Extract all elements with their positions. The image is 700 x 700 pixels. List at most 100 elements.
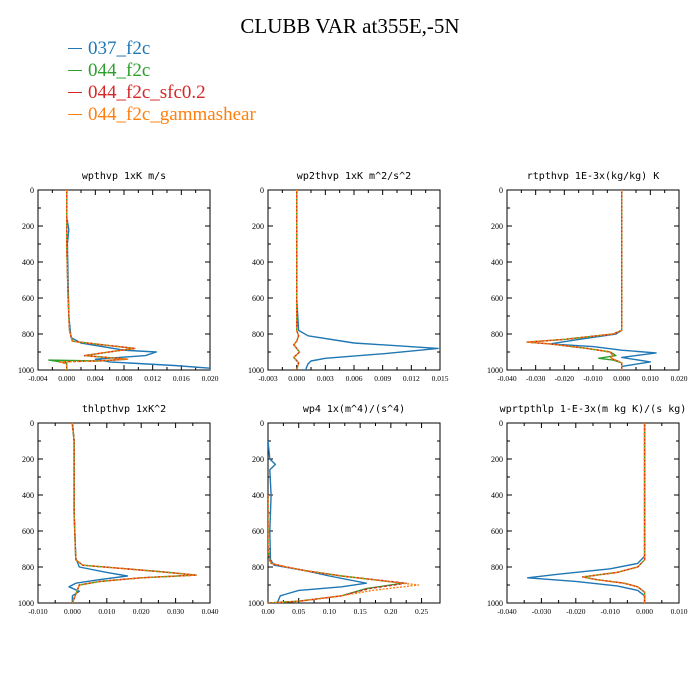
y-tick-label: 0 — [499, 419, 503, 428]
y-tick-label: 1000 — [248, 599, 264, 608]
y-tick-label: 800 — [22, 563, 34, 572]
x-tick-label: -0.020 — [566, 607, 586, 616]
x-tick-label: 0.010 — [671, 607, 688, 616]
series-line-044-f2c-gammashear — [526, 190, 623, 370]
series-line-037-f2c — [549, 190, 657, 370]
x-tick-label: 0.000 — [288, 374, 305, 383]
y-tick-label: 800 — [22, 330, 34, 339]
subplot: wp2thvp 1xK m^2/s^2 0 200 400 600 800 1000-0.0… — [248, 171, 449, 383]
x-tick-label: 0.020 — [202, 374, 219, 383]
x-tick-label: 0.010 — [98, 607, 115, 616]
x-tick-label: 0.20 — [384, 607, 397, 616]
series-line-044-f2c-sfc0-2 — [293, 190, 301, 370]
y-tick-label: 600 — [22, 527, 34, 536]
legend-label: 044_f2c_sfc0.2 — [88, 82, 206, 103]
y-tick-label: 0 — [260, 419, 264, 428]
y-tick-label: 1000 — [487, 366, 503, 375]
y-tick-label: 400 — [252, 491, 264, 500]
x-tick-label: -0.010 — [601, 607, 621, 616]
series-line-044-f2c-sfc0-2 — [526, 190, 623, 370]
x-tick-label: 0.000 — [613, 374, 630, 383]
legend: 037_f2c 044_f2c 044_f2c_sfc0.2 044_f2c_g… — [68, 38, 256, 126]
x-tick-label: -0.040 — [497, 374, 517, 383]
y-tick-label: 800 — [252, 563, 264, 572]
series-line-044-f2c-sfc0-2 — [58, 190, 136, 370]
series-line-037-f2c — [68, 423, 129, 603]
x-tick-label: 0.004 — [87, 374, 104, 383]
x-tick-label: 0.020 — [133, 607, 150, 616]
y-tick-label: 1000 — [18, 599, 34, 608]
x-tick-label: 0.015 — [432, 374, 449, 383]
legend-swatch — [68, 48, 82, 50]
x-tick-label: 0.003 — [317, 374, 334, 383]
x-tick-label: 0.006 — [346, 374, 363, 383]
series-line-037-f2c — [296, 190, 439, 370]
x-tick-label: 0.012 — [144, 374, 161, 383]
x-tick-label: -0.030 — [526, 374, 546, 383]
series-line-037-f2c — [66, 190, 210, 370]
series-line-044-f2c-gammashear — [293, 190, 301, 370]
y-tick-label: 200 — [491, 222, 503, 231]
y-tick-label: 200 — [491, 455, 503, 464]
y-tick-label: 600 — [252, 527, 264, 536]
subplot-title: wp2thvp 1xK m^2/s^2 — [297, 171, 411, 182]
y-tick-label: 800 — [252, 330, 264, 339]
x-tick-label: -0.040 — [497, 607, 517, 616]
subplot-title: thlpthvp 1xK^2 — [82, 404, 166, 415]
legend-label: 044_f2c_gammashear — [88, 104, 256, 125]
legend-swatch — [68, 92, 82, 94]
x-tick-label: 0.000 — [636, 607, 653, 616]
x-tick-label: -0.004 — [28, 374, 48, 383]
y-tick-label: 1000 — [248, 366, 264, 375]
subplot: thlpthvp 1xK^2 0 200 400 600 800 1000-0.010 0.0… — [18, 404, 219, 616]
x-tick-label: -0.010 — [583, 374, 603, 383]
y-tick-label: 0 — [260, 186, 264, 195]
x-tick-label: 0.15 — [354, 607, 367, 616]
x-tick-label: 0.040 — [202, 607, 219, 616]
legend-item: 044_f2c — [68, 60, 256, 82]
x-tick-label: -0.020 — [555, 374, 575, 383]
x-tick-label: -0.003 — [258, 374, 278, 383]
series-line-044-f2c-gammashear — [71, 423, 197, 603]
y-tick-label: 200 — [22, 222, 34, 231]
x-tick-label: 0.020 — [671, 374, 688, 383]
x-tick-label: -0.030 — [532, 607, 552, 616]
y-tick-label: 1000 — [487, 599, 503, 608]
subplot: rtpthvp 1E-3x(kg/kg) K02004006008001000-… — [487, 171, 688, 383]
x-tick-label: 0.25 — [415, 607, 428, 616]
legend-swatch — [68, 114, 82, 116]
legend-label: 044_f2c — [88, 60, 151, 81]
legend-swatch — [68, 70, 82, 72]
subplot-title: rtpthvp 1E-3x(kg/kg) K — [527, 171, 659, 182]
y-tick-label: 200 — [252, 222, 264, 231]
subplot: wpthvp 1xK m/s 0 200 400 600 800 1000-0.004 0.0… — [18, 171, 219, 383]
series-line-044-f2c-gammashear — [582, 423, 646, 603]
series-line-037-f2c — [526, 423, 646, 603]
x-tick-label: 0.016 — [173, 374, 190, 383]
series-line-044-f2c-gammashear — [268, 495, 420, 603]
y-tick-label: 400 — [22, 258, 34, 267]
x-tick-label: 0.009 — [374, 374, 391, 383]
legend-item: 044_f2c_sfc0.2 — [68, 82, 256, 104]
plot-frame — [37, 189, 211, 371]
x-tick-label: 0.008 — [116, 374, 133, 383]
x-tick-label: 0.000 — [64, 607, 81, 616]
x-tick-label: -0.010 — [28, 607, 48, 616]
legend-item: 037_f2c — [68, 38, 256, 60]
x-tick-label: 0.030 — [167, 607, 184, 616]
x-tick-label: 0.000 — [58, 374, 75, 383]
figure-title: CLUBB VAR at355E,-5N — [240, 14, 460, 38]
y-tick-label: 0 — [499, 186, 503, 195]
series-line-044-f2c-sfc0-2 — [268, 495, 407, 603]
y-tick-label: 800 — [491, 330, 503, 339]
series-line-044-f2c-gammashear — [58, 190, 136, 370]
y-tick-label: 400 — [491, 491, 503, 500]
y-tick-label: 600 — [22, 294, 34, 303]
y-tick-label: 400 — [22, 491, 34, 500]
x-tick-label: 0.00 — [261, 607, 274, 616]
x-tick-label: 0.10 — [323, 607, 336, 616]
y-tick-label: 200 — [252, 455, 264, 464]
x-tick-label: 0.05 — [292, 607, 305, 616]
subplot-title: wprtpthlp 1-E-3x(m kg K)/(s kg) — [500, 404, 687, 415]
